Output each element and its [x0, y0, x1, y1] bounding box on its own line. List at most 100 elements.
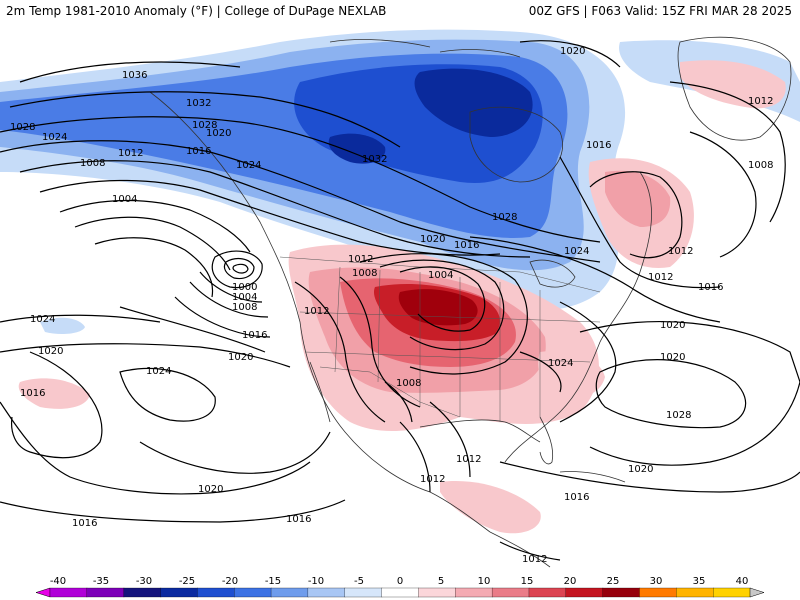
isobar-1024-pacific [0, 314, 161, 323]
legend-tick: 35 [693, 576, 706, 587]
legend-swatch [565, 587, 604, 598]
baja-california [309, 361, 331, 423]
state-line-h1 [299, 311, 601, 323]
legend-tick: -40 [50, 576, 66, 587]
gulf-coast [419, 419, 541, 443]
isobar-label: 1016 [698, 282, 723, 293]
warm-light-canada-east [605, 170, 671, 227]
isobar-label: 1016 [242, 330, 267, 341]
north-america-east-coast [504, 171, 652, 463]
header: 2m Temp 1981-2010 Anomaly (°F) | College… [0, 0, 800, 22]
legend-swatch [123, 587, 162, 598]
state-line-2 [377, 269, 381, 383]
cold-deep-region-2 [328, 133, 386, 164]
isobar-label: 1012 [748, 96, 773, 107]
cold-pale-pacific [40, 317, 85, 335]
legend-tick: 40 [736, 576, 749, 587]
isobar-1020-arctic-east [519, 40, 621, 68]
isobar-1020-pacific [0, 343, 291, 368]
isobar-label: 1020 [420, 234, 445, 245]
isobar-1016-atlantic [499, 461, 800, 493]
isobar-label: 1024 [146, 366, 171, 377]
isobar-label: 1032 [362, 154, 387, 165]
isobar-label: 1008 [80, 158, 105, 169]
state-line-1 [334, 266, 341, 373]
isobar-1024-east [519, 351, 562, 393]
isobar-label: 1020 [198, 484, 223, 495]
legend-swatch [713, 587, 751, 598]
map-canvas: 1036 1032 1028 1024 1028 1020 1008 1012 … [0, 29, 800, 568]
legend-swatch [270, 587, 309, 598]
isobar-1036 [19, 61, 241, 83]
map-title: 2m Temp 1981-2010 Anomaly (°F) | College… [6, 4, 387, 18]
isobar-label: 1012 [648, 272, 673, 283]
central-america [489, 531, 551, 568]
isobar-1012-central-am [499, 541, 561, 561]
legend-swatch [528, 587, 567, 598]
legend-tick: -10 [308, 576, 324, 587]
isobar-1008-coast [189, 281, 269, 318]
isobar-label: 1012 [456, 454, 481, 465]
isobar-1016-north [39, 179, 501, 256]
isobar-label: 1004 [112, 194, 137, 205]
isobar-1032-north [9, 91, 401, 148]
isobar-label: 1004 [232, 292, 257, 303]
legend-swatch [307, 587, 346, 598]
isobar-label: 1036 [122, 70, 147, 81]
isobars [0, 40, 800, 561]
isobar-1020-atlantic [579, 321, 800, 466]
great-lakes [529, 259, 576, 288]
cuba [559, 471, 626, 483]
legend-tick: -35 [93, 576, 109, 587]
florida [539, 416, 554, 465]
isobar-label: 1024 [236, 160, 261, 171]
isobar-label: 1000 [232, 282, 257, 293]
legend-tick: 25 [607, 576, 620, 587]
us-canada-border [279, 256, 601, 293]
isobar-label: 1016 [454, 240, 479, 251]
isobar-1012-canada-east [589, 171, 683, 259]
isobar-label: 1028 [666, 410, 691, 421]
color-legend: -40 -35 -30 -25 -20 -15 -10 -5 0 5 10 15… [0, 572, 800, 600]
legend-swatch [418, 587, 456, 598]
isobar-label: 1028 [192, 120, 217, 131]
isobar-1012-west-us [294, 281, 386, 423]
isobar-label: 1016 [286, 514, 311, 525]
isobar-label: 1020 [660, 352, 685, 363]
legend-swatch [160, 587, 199, 598]
isobar-1012-mexico [399, 421, 431, 493]
isobar-1020-pacific-east [10, 351, 103, 459]
us-mexico-border [319, 366, 461, 418]
warm-pale-pacific [18, 378, 91, 409]
isobar-label: 1028 [492, 212, 517, 223]
isobar-label: 1032 [186, 98, 211, 109]
isobar-1008-aleutian [74, 216, 231, 271]
isobar-996-low-inner [223, 257, 255, 280]
political-borders [279, 256, 601, 422]
legend-swatch [197, 587, 235, 598]
isobar-label: 1008 [748, 160, 773, 171]
isobar-992-low-core [232, 263, 249, 274]
isobar-label: 1024 [564, 246, 589, 257]
legend-swatch [676, 587, 714, 598]
isobar-label: 1020 [560, 46, 585, 57]
isobar-1012-gulf [429, 401, 471, 478]
isobar-1028-atlantic [595, 359, 747, 429]
anomaly-map[interactable]: 1036 1032 1028 1024 1028 1020 1008 1012 … [0, 22, 800, 572]
isobar-label: 1016 [586, 140, 611, 151]
legend-tick: -20 [222, 576, 238, 587]
isobar-1008-texas [384, 381, 413, 423]
legend-tick: -25 [179, 576, 195, 587]
legend-tick: 15 [521, 576, 534, 587]
isobar-label: 1012 [348, 254, 373, 265]
isobar-label: 1020 [38, 346, 63, 357]
arctic-islands [329, 39, 521, 58]
isobar-label: 1004 [428, 270, 453, 281]
isobar-label: 1012 [668, 246, 693, 257]
isobar-1004-plains [399, 266, 486, 332]
legend-svg: -40 -35 -30 -25 -20 -15 -10 -5 0 5 10 15… [35, 576, 765, 598]
isobar-1020-north [19, 160, 531, 258]
legend-swatch [381, 587, 420, 598]
isobar-1004-coast [199, 271, 263, 303]
legend-tick: 0 [397, 576, 403, 587]
